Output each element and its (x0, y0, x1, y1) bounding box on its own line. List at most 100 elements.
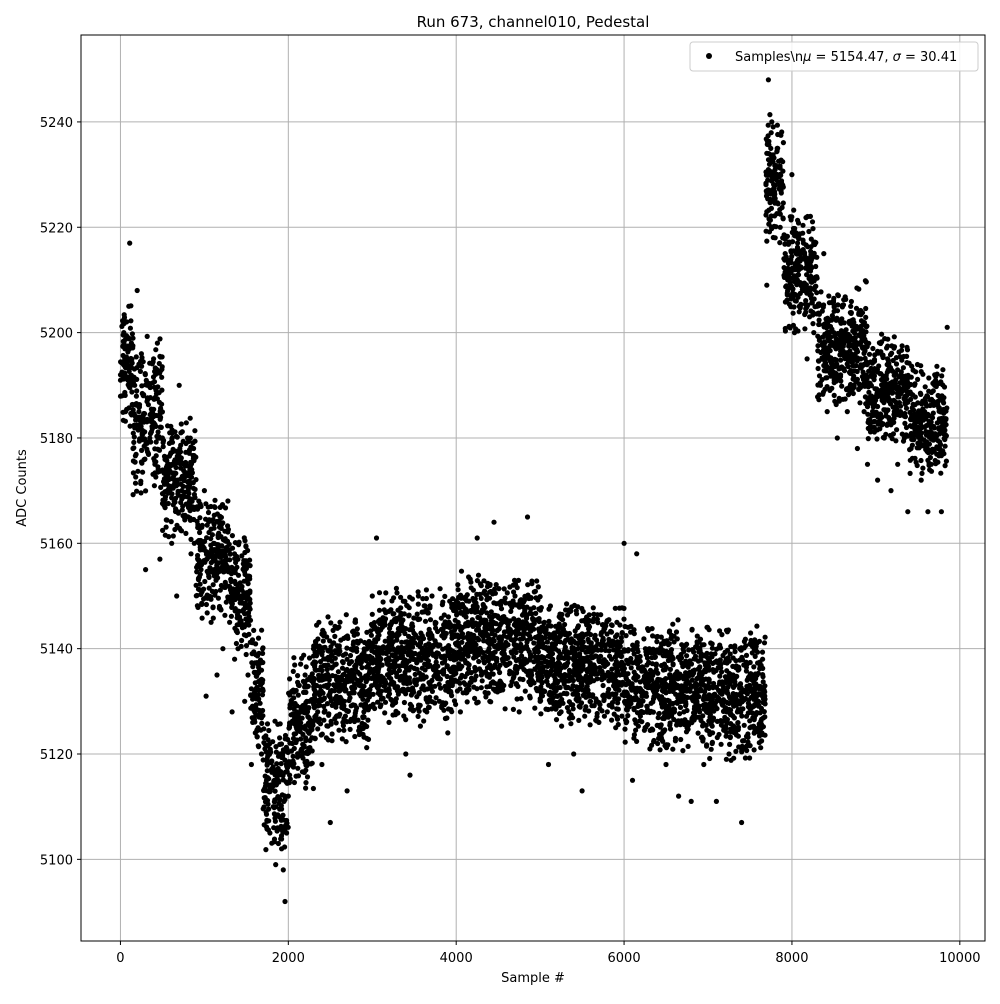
data-point (518, 637, 523, 642)
data-point (654, 634, 659, 639)
data-point (378, 692, 383, 697)
data-point (227, 620, 232, 625)
data-point (565, 612, 570, 617)
data-point (283, 818, 288, 823)
data-point (756, 725, 761, 730)
data-point (674, 669, 679, 674)
data-point (615, 717, 620, 722)
data-point (160, 528, 165, 533)
data-point (715, 735, 720, 740)
data-point (172, 470, 177, 475)
data-point (352, 664, 357, 669)
data-point (925, 509, 930, 514)
data-point (609, 718, 614, 723)
data-point (287, 773, 292, 778)
data-point (939, 509, 944, 514)
data-point (260, 692, 265, 697)
data-point (471, 685, 476, 690)
data-point (633, 721, 638, 726)
plot-area (81, 35, 985, 941)
data-point (700, 735, 705, 740)
data-point (152, 379, 157, 384)
data-point (476, 659, 481, 664)
data-point (616, 688, 621, 693)
data-point (188, 551, 193, 556)
data-point (290, 719, 295, 724)
data-point (469, 676, 474, 681)
data-point (378, 662, 383, 667)
data-point (722, 660, 727, 665)
data-point (218, 606, 223, 611)
data-point (685, 695, 690, 700)
data-point (667, 628, 672, 633)
data-point (493, 688, 498, 693)
data-point (479, 685, 484, 690)
data-point (653, 687, 658, 692)
data-point (562, 674, 567, 679)
data-point (212, 498, 217, 503)
data-point (744, 734, 749, 739)
data-point (172, 462, 177, 467)
data-point (166, 501, 171, 506)
data-point (239, 644, 244, 649)
data-point (616, 722, 621, 727)
data-point (244, 643, 249, 648)
data-point (527, 624, 532, 629)
data-point (178, 430, 183, 435)
data-point (139, 383, 144, 388)
data-point (865, 462, 870, 467)
data-point (233, 540, 238, 545)
data-point (691, 649, 696, 654)
data-point (131, 470, 136, 475)
data-point (629, 665, 634, 670)
data-point (570, 645, 575, 650)
data-point (507, 584, 512, 589)
data-point (180, 507, 185, 512)
data-point (195, 553, 200, 558)
data-point (324, 735, 329, 740)
data-point (264, 819, 269, 824)
data-point (576, 646, 581, 651)
data-point (364, 745, 369, 750)
data-point (361, 735, 366, 740)
data-point (411, 641, 416, 646)
data-point (560, 617, 565, 622)
data-point (606, 637, 611, 642)
data-point (266, 728, 271, 733)
data-point (459, 610, 464, 615)
data-point (433, 620, 438, 625)
data-point (224, 600, 229, 605)
data-point (434, 695, 439, 700)
data-point (152, 459, 157, 464)
data-point (292, 780, 297, 785)
data-point (694, 695, 699, 700)
data-point (174, 523, 179, 528)
data-point (225, 523, 230, 528)
data-point (401, 713, 406, 718)
data-point (698, 670, 703, 675)
data-point (178, 477, 183, 482)
data-point (619, 635, 624, 640)
data-point (183, 531, 188, 536)
data-point (710, 740, 715, 745)
data-point (118, 394, 123, 399)
data-point (676, 794, 681, 799)
data-point (364, 679, 369, 684)
data-point (510, 598, 515, 603)
data-point (251, 628, 256, 633)
data-point (451, 649, 456, 654)
data-point (645, 710, 650, 715)
data-point (246, 596, 251, 601)
data-point (533, 595, 538, 600)
data-point (132, 366, 137, 371)
data-point (447, 653, 452, 658)
data-point (633, 689, 638, 694)
data-point (624, 690, 629, 695)
data-point (208, 543, 213, 548)
data-point (364, 654, 369, 659)
data-point (253, 730, 258, 735)
data-point (419, 646, 424, 651)
data-point (205, 593, 210, 598)
data-point (470, 620, 475, 625)
data-point (718, 645, 723, 650)
